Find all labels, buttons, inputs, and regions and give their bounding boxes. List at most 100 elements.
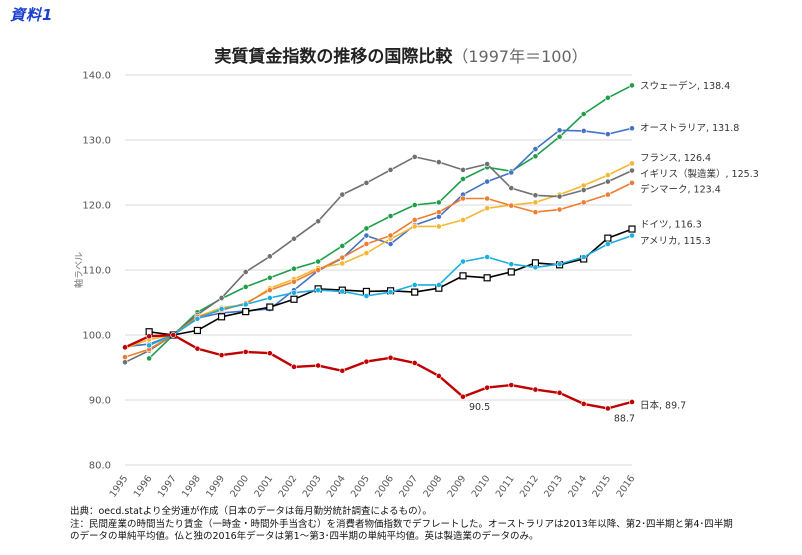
series-0-point-2001 — [266, 274, 273, 281]
series-end-label-6: アメリカ, 115.3 — [640, 236, 711, 247]
series-6-point-2013 — [556, 261, 563, 268]
series-4-point-2003 — [315, 267, 322, 273]
series-0-point-2002 — [291, 265, 297, 272]
series-end-label-2: フランス, 126.4 — [640, 153, 711, 164]
series-2-point-2007 — [411, 223, 418, 230]
y-tick-label-1: 90.0 — [89, 396, 111, 407]
series-0-point-2016 — [629, 82, 635, 89]
series-7-point-2008 — [435, 373, 442, 379]
series-3-point-2004 — [339, 191, 346, 198]
series-7-point-2002 — [291, 363, 297, 370]
series-3-point-1999 — [218, 295, 225, 301]
series-7-point-2001 — [266, 350, 273, 357]
chart-notes: 出典：oecd.statより全労連が作成（日本のデータは毎月勤労統計調査によるも… — [70, 506, 790, 544]
x-tick-label-2015: 2015 — [590, 473, 613, 499]
x-tick-label-2001: 2001 — [252, 473, 275, 499]
series-6-point-2015 — [604, 241, 611, 247]
y-tick-label-4: 120.0 — [82, 201, 111, 212]
series-0-point-2000 — [242, 283, 249, 290]
series-0-point-2005 — [363, 225, 370, 232]
x-tick-label-2011: 2011 — [494, 473, 517, 499]
series-7-point-2000 — [242, 348, 249, 355]
series-3-point-1995 — [122, 359, 128, 366]
chart-title-text: 実質賃金指数の推移の国際比較 — [214, 47, 453, 67]
series-3-point-2000 — [242, 269, 249, 275]
series-4-point-1995 — [122, 354, 128, 360]
series-3-point-2002 — [291, 235, 297, 242]
series-0-point-2006 — [387, 213, 394, 219]
series-7-point-2004 — [339, 367, 346, 374]
x-tick-label-2014: 2014 — [566, 473, 589, 499]
series-line-2 — [124, 162, 633, 349]
series-1-point-2011 — [508, 169, 515, 176]
x-tick-label-2003: 2003 — [301, 473, 324, 499]
series-3-point-2015 — [604, 178, 611, 185]
y-tick-label-3: 110.0 — [82, 266, 111, 277]
series-6-point-2006 — [387, 289, 394, 295]
x-tick-label-2009: 2009 — [446, 473, 469, 499]
series-7-point-2014 — [580, 400, 587, 407]
series-6-point-1999 — [218, 306, 225, 312]
series-7-point-1997 — [170, 332, 177, 338]
series-6-point-2008 — [435, 282, 442, 288]
series-6-point-2001 — [266, 295, 273, 301]
series-4-point-2013 — [556, 206, 563, 213]
series-6-point-2002 — [291, 289, 297, 296]
x-tick-label-2013: 2013 — [542, 473, 565, 499]
series-6-point-2012 — [532, 264, 539, 271]
series-3-point-2012 — [532, 192, 539, 199]
x-tick-label-2010: 2010 — [470, 473, 493, 499]
series-1-point-2012 — [532, 146, 539, 152]
series-5-point-2015 — [604, 234, 612, 242]
series-end-label-5: ドイツ, 116.3 — [640, 220, 702, 231]
x-tick-label-2008: 2008 — [421, 473, 444, 499]
series-4-point-2016 — [629, 179, 635, 186]
series-1-point-2013 — [556, 127, 563, 134]
series-7-point-2003 — [315, 362, 322, 369]
series-6-point-2000 — [242, 301, 249, 308]
series-2-point-2009 — [460, 217, 466, 223]
series-7-point-2009 — [460, 393, 466, 400]
x-tick-label-2004: 2004 — [325, 473, 348, 499]
x-tick-label-2000: 2000 — [228, 473, 251, 499]
x-tick-label-2007: 2007 — [397, 473, 420, 499]
series-7-point-1996 — [146, 333, 153, 340]
series-0-point-2009 — [460, 176, 466, 182]
series-0-point-2012 — [532, 153, 539, 160]
series-6-point-2007 — [411, 282, 418, 288]
series-line-3 — [124, 156, 633, 364]
series-4-point-2004 — [339, 254, 346, 261]
series-4-point-2006 — [387, 232, 394, 239]
series-3-point-2009 — [460, 166, 466, 173]
series-4-point-2001 — [266, 287, 273, 294]
series-5-point-2009 — [459, 272, 467, 280]
series-0-point-2007 — [411, 202, 418, 208]
series-5-point-2016 — [628, 225, 636, 233]
series-3-point-2008 — [435, 159, 442, 165]
series-0-point-2004 — [339, 243, 346, 249]
series-0-point-1996 — [146, 355, 153, 362]
annotation-0: 90.5 — [469, 402, 490, 413]
x-tick-label-2012: 2012 — [518, 473, 541, 499]
series-3-point-2016 — [629, 167, 635, 174]
series-4-point-2010 — [484, 195, 491, 202]
series-4-point-2008 — [435, 209, 442, 216]
y-tick-label-2: 100.0 — [82, 331, 111, 342]
series-2-point-2012 — [532, 199, 539, 206]
series-7-point-1995 — [122, 344, 128, 351]
chart-title: 実質賃金指数の推移の国際比較（1997年＝100） — [0, 42, 802, 67]
series-0-point-2014 — [580, 111, 587, 117]
series-3-point-2001 — [266, 253, 273, 260]
series-4-point-2002 — [291, 278, 297, 285]
series-5-point-2007 — [411, 288, 419, 296]
series-6-point-2010 — [484, 254, 491, 260]
series-6-point-2016 — [629, 232, 635, 239]
series-7-point-2010 — [484, 384, 491, 391]
series-0-point-2015 — [604, 94, 611, 101]
series-6-point-1996 — [146, 342, 153, 349]
y-axis-label: 軸ラベル — [73, 252, 85, 288]
x-tick-label-1995: 1995 — [108, 473, 131, 499]
series-4-point-2014 — [580, 199, 587, 206]
series-1-point-2006 — [387, 241, 394, 247]
